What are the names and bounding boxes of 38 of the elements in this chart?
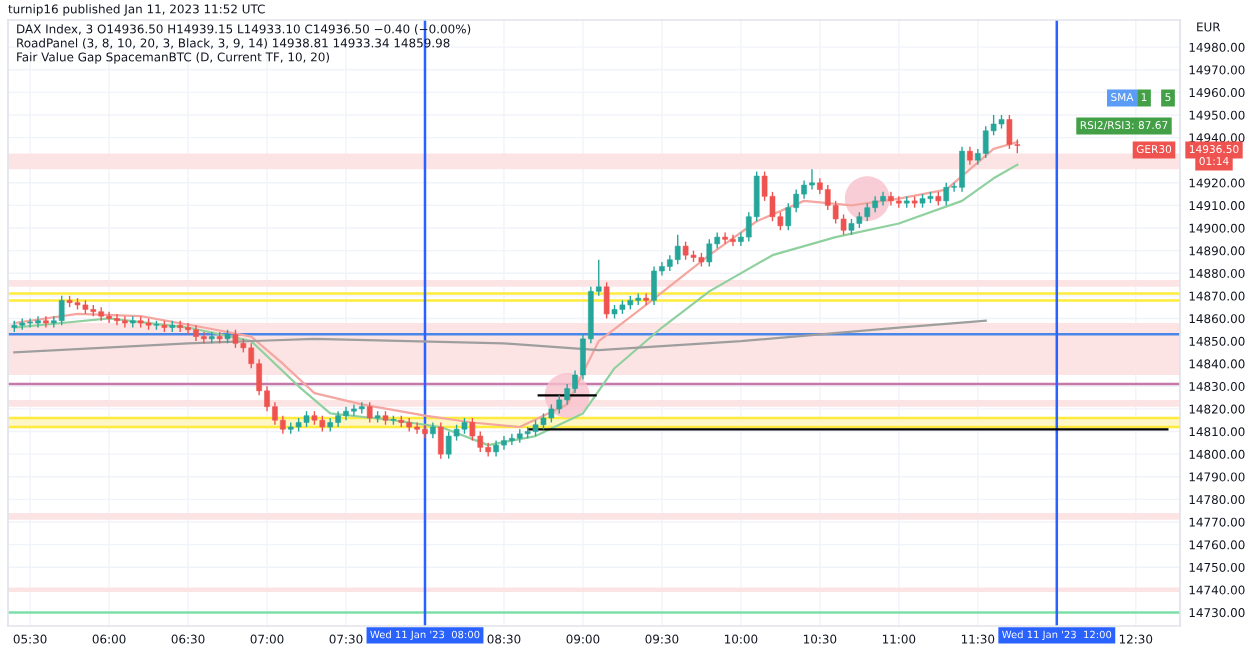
candlestick bbox=[122, 315, 128, 329]
candlestick bbox=[437, 421, 444, 460]
candlestick bbox=[896, 195, 902, 209]
candlestick bbox=[730, 234, 736, 247]
candlestick bbox=[967, 145, 973, 166]
candlestick bbox=[185, 322, 191, 336]
candlestick bbox=[35, 315, 41, 329]
candlestick bbox=[959, 145, 965, 193]
candlestick bbox=[106, 310, 112, 324]
candlestick bbox=[114, 313, 120, 326]
candlestick bbox=[58, 295, 65, 326]
candlestick bbox=[351, 403, 357, 417]
candlestick bbox=[445, 430, 452, 460]
candlestick bbox=[414, 421, 420, 435]
candlestick bbox=[982, 125, 989, 159]
candlestick bbox=[509, 433, 515, 446]
candlestick bbox=[801, 179, 807, 200]
candlestick bbox=[603, 281, 610, 320]
candlestick bbox=[177, 320, 183, 333]
candlestick bbox=[27, 317, 33, 329]
candlestick bbox=[651, 265, 657, 306]
candlestick bbox=[366, 401, 373, 424]
candlestick bbox=[674, 234, 681, 265]
candlestick bbox=[943, 182, 950, 207]
candlestick bbox=[706, 238, 713, 268]
candlestick bbox=[43, 315, 49, 329]
candlestick bbox=[682, 240, 689, 261]
candlestick bbox=[232, 329, 239, 349]
line-series bbox=[13, 319, 987, 354]
candlestick bbox=[469, 417, 476, 442]
candlestick bbox=[809, 168, 815, 191]
candlestick bbox=[548, 403, 555, 424]
candlestick bbox=[477, 430, 484, 453]
candlestick bbox=[201, 331, 207, 345]
candlestick bbox=[556, 394, 563, 415]
candlestick bbox=[1006, 114, 1013, 150]
candlestick bbox=[840, 213, 847, 236]
candlestick bbox=[864, 202, 871, 222]
